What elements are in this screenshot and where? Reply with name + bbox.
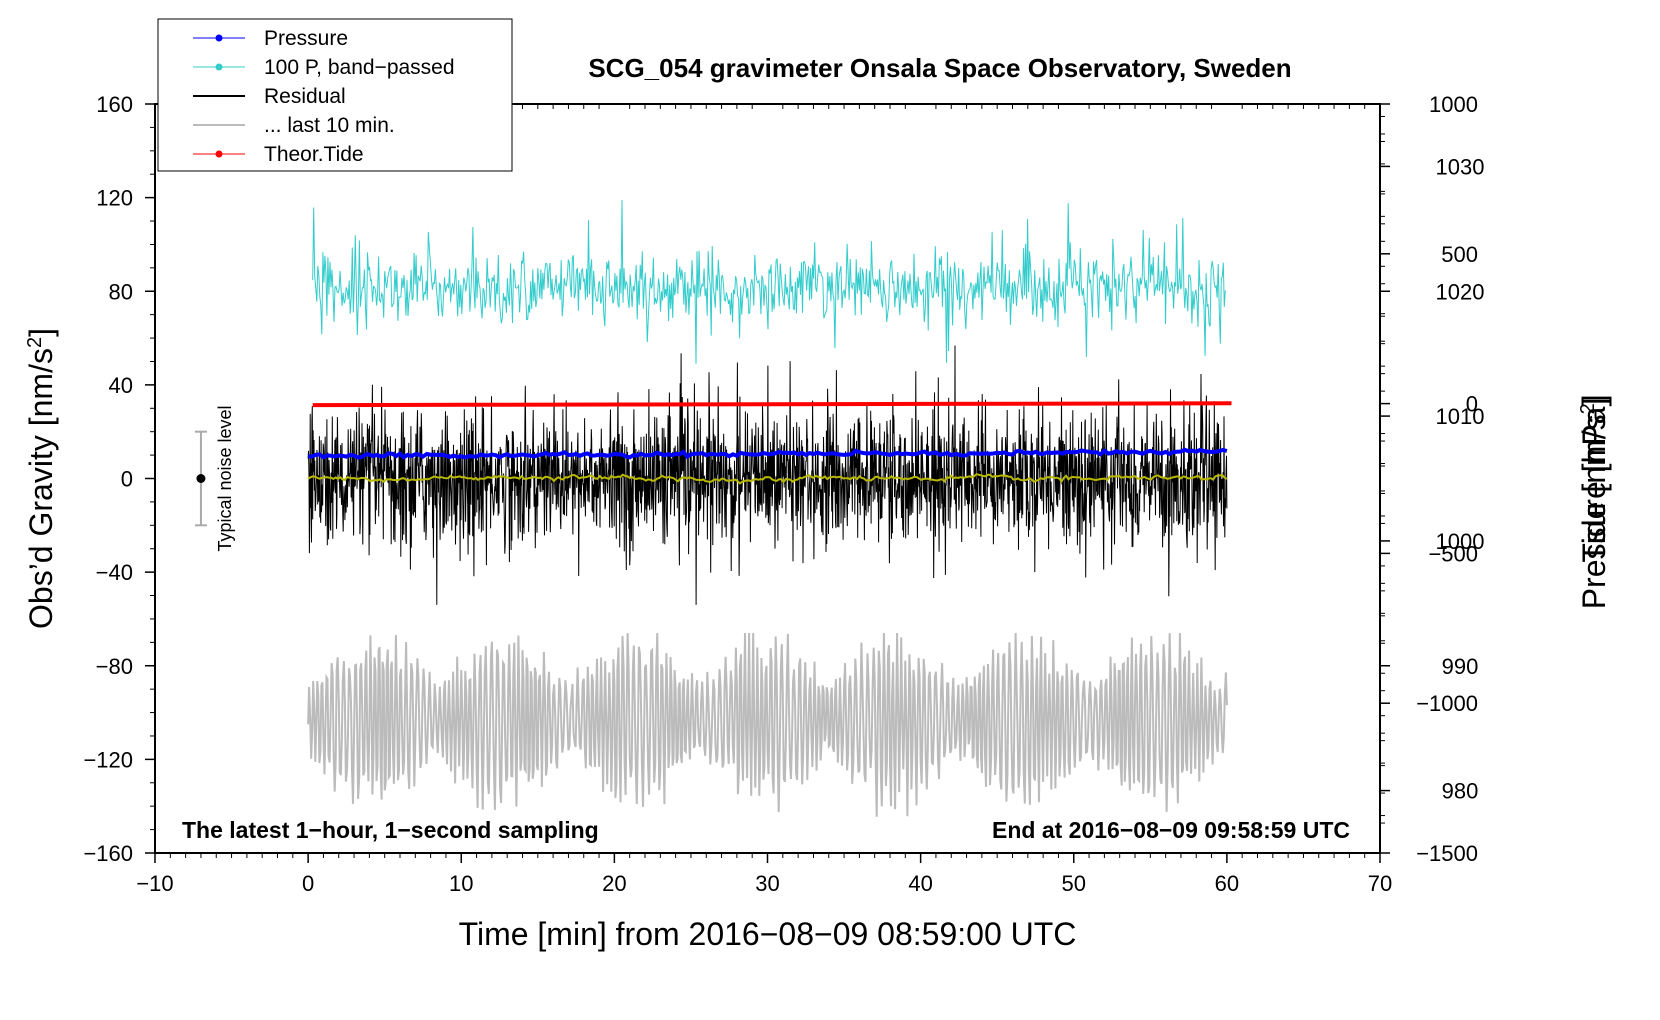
tide-tick-label: −1500: [1416, 841, 1478, 866]
y-tick-label: 160: [96, 92, 133, 117]
tide-title-end: ]: [1576, 394, 1612, 403]
tide-tick-label: 1000: [1429, 92, 1478, 117]
y-axis-title-tide: Tide [nm/s2]: [1576, 394, 1612, 562]
y-axis-title-gravity: Obs’d Gravity [nm/s2]: [23, 328, 59, 629]
x-tick-label: 20: [602, 871, 626, 896]
legend-marker: [215, 150, 223, 158]
tide-title-sup: 2: [1577, 403, 1599, 414]
noise-indicator: Typical noise level: [194, 405, 235, 552]
series-residual: [307, 345, 1228, 605]
legend-item: Theor.Tide: [193, 143, 364, 166]
x-tick-label: 50: [1062, 871, 1086, 896]
y-tick-label: 40: [109, 373, 133, 398]
x-tick-label: 70: [1368, 871, 1392, 896]
y-tick-label: 120: [96, 186, 133, 211]
tide-tick-label: −1000: [1416, 691, 1478, 716]
y-tick-label: −120: [83, 747, 133, 772]
y-tick-label: −40: [96, 560, 133, 585]
tide-tick-label: −500: [1428, 541, 1478, 566]
y-axis-title-end: ]: [23, 328, 59, 337]
y-axis-title-sup: 2: [24, 337, 46, 348]
x-tick-label: 30: [755, 871, 779, 896]
legend-label: Pressure: [264, 27, 348, 50]
legend-marker: [215, 63, 223, 71]
plot-area: [307, 199, 1232, 817]
x-tick-label: −10: [136, 871, 173, 896]
noise-center-dot: [196, 474, 206, 483]
pressure-tick-label: 1010: [1436, 404, 1485, 429]
series-theor-tide: [312, 401, 1232, 408]
y-tick-label: 0: [121, 467, 133, 492]
noise-label: Typical noise level: [215, 405, 235, 551]
series-layer: [307, 199, 1232, 817]
series-last-10-min: [307, 632, 1228, 817]
x-tick-label: 0: [302, 871, 314, 896]
series-pressure: [307, 447, 1228, 460]
y-tick-label: −80: [96, 654, 133, 679]
legend-label: Theor.Tide: [264, 143, 364, 166]
x-axis-title: Time [min] from 2016−08−09 08:59:00 UTC: [459, 916, 1077, 952]
y-tick-label: 80: [109, 279, 133, 304]
legend-item: Pressure: [193, 27, 348, 50]
pressure-tick-label: 980: [1442, 779, 1479, 804]
chart-title: SCG_054 gravimeter Onsala Space Observat…: [588, 53, 1291, 83]
legend-label: Residual: [264, 85, 346, 108]
x-tick-label: 60: [1215, 871, 1239, 896]
pressure-tick-label: 1030: [1436, 154, 1485, 179]
sampling-note: The latest 1−hour, 1−second sampling: [182, 817, 599, 843]
legend-item: 100 P, band−passed: [193, 56, 455, 79]
legend-item: ... last 10 min.: [193, 114, 395, 137]
x-tick-label: 40: [908, 871, 932, 896]
legend-label: ... last 10 min.: [264, 114, 395, 137]
pressure-tick-label: 1000: [1436, 529, 1485, 554]
x-tick-label: 10: [449, 871, 473, 896]
pressure-tick-label: 990: [1442, 654, 1479, 679]
pressure-tick-label: 1020: [1436, 279, 1485, 304]
end-time-note: End at 2016−08−09 09:58:59 UTC: [992, 817, 1350, 843]
series-band-passed: [312, 199, 1226, 364]
legend-item: Residual: [193, 85, 346, 108]
y-axis-title-main: Obs’d Gravity [nm/s: [23, 348, 59, 629]
tide-tick-label: 500: [1441, 242, 1478, 267]
series-residual-smoothed: [307, 473, 1228, 485]
ticks-layer: −10 0 10 20 30 40 50 60 7016012080400−40−80−120−…: [83, 92, 1484, 896]
legend-label: 100 P, band−passed: [264, 56, 455, 79]
y-tick-label: −160: [83, 841, 133, 866]
legend-marker: [215, 34, 223, 42]
legend: Pressure 100 P, band−passed Residual ... la…: [157, 18, 513, 172]
y-axis-title-pressure: Pressure [hPa]: [1576, 398, 1612, 610]
tide-tick-label: 0: [1466, 392, 1478, 417]
tide-title-main: Tide [nm/s: [1576, 414, 1612, 562]
